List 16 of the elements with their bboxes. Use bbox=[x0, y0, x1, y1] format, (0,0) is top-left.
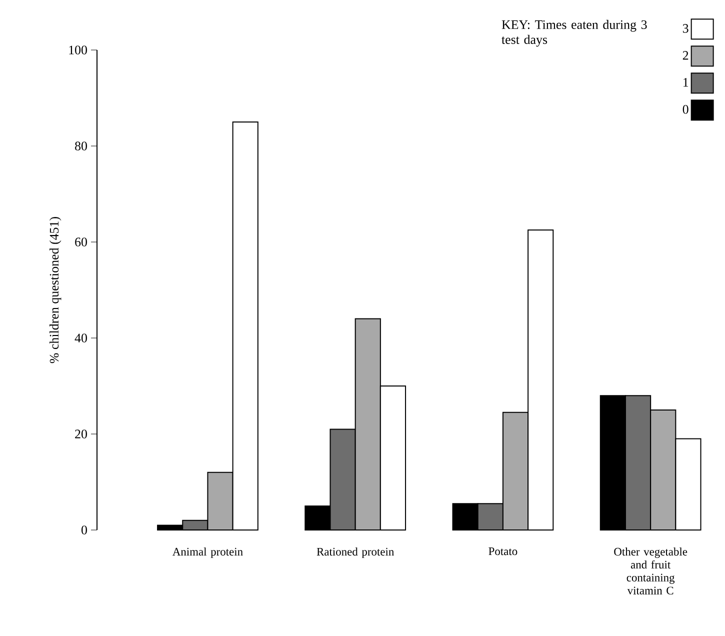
x-tick-label: Potato bbox=[488, 548, 518, 556]
y-tick-label: 20 bbox=[75, 430, 87, 438]
legend-title: KEY: Times eaten during 3 test days bbox=[502, 20, 647, 47]
legend-label: 2 bbox=[682, 51, 688, 60]
y-tick-label: 0 bbox=[82, 526, 87, 534]
x-tick-label: Animal protein bbox=[172, 548, 243, 558]
x-tick-label: Other vegetable and fruit containing vitamin C bbox=[614, 548, 688, 594]
legend-label: 0 bbox=[682, 105, 688, 114]
x-tick-label: Rationed protein bbox=[316, 548, 394, 558]
legend-label: 3 bbox=[682, 24, 688, 33]
y-axis-title: % children questioned (451) bbox=[49, 216, 62, 364]
y-tick-label: 40 bbox=[74, 334, 87, 342]
y-tick-label: 100 bbox=[69, 46, 87, 54]
y-tick-label: 80 bbox=[75, 142, 87, 150]
y-tick-label: 60 bbox=[75, 238, 87, 246]
legend-label: 1 bbox=[683, 78, 688, 87]
